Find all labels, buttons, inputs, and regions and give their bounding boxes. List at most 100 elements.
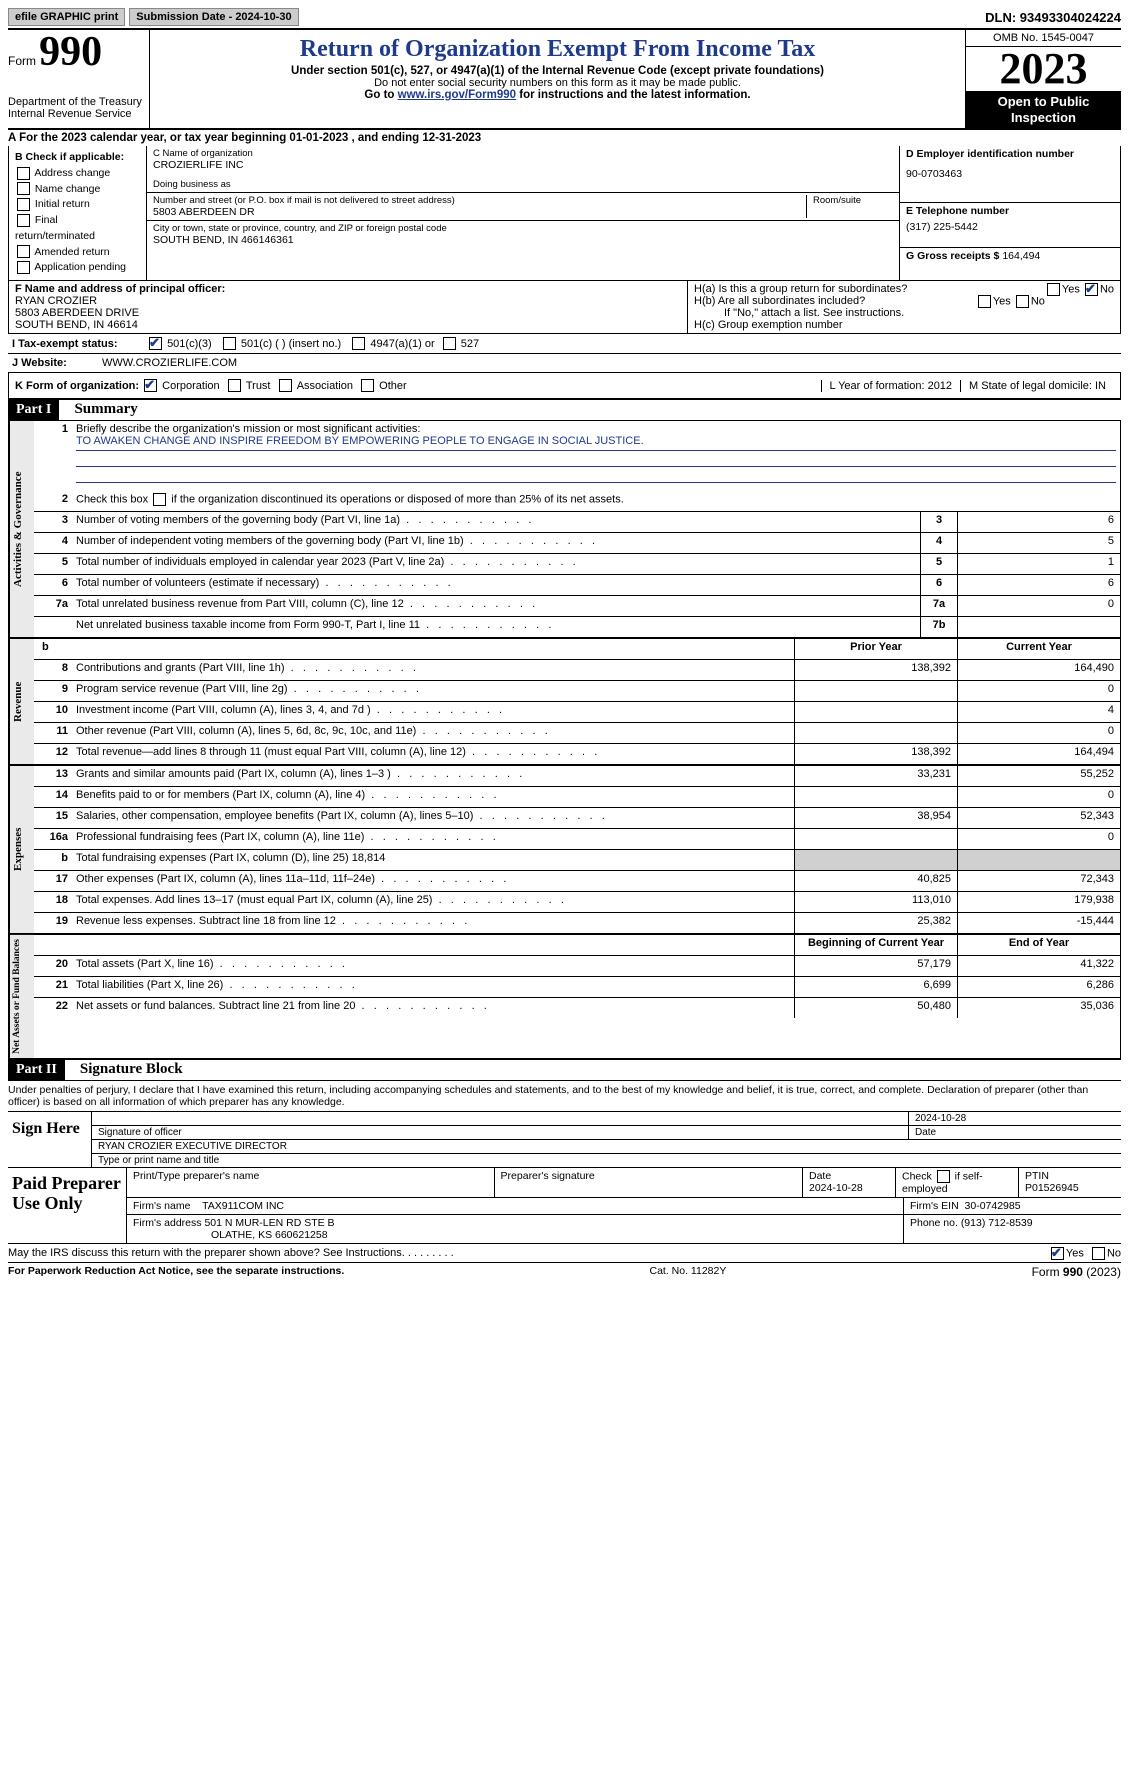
row-j-label: J Website: xyxy=(8,357,102,369)
discuss-question: May the IRS discuss this return with the… xyxy=(8,1247,454,1259)
chk-501c3[interactable] xyxy=(149,337,162,350)
h-b-note: If "No," attach a list. See instructions… xyxy=(694,307,1114,319)
row-i-label: I Tax-exempt status: xyxy=(8,338,147,350)
chk-527[interactable] xyxy=(443,337,456,350)
gross-value: 164,494 xyxy=(1002,250,1040,262)
hdr-end-year: End of Year xyxy=(957,935,1120,955)
chk-application-pending[interactable] xyxy=(17,261,30,274)
chk-amended-return[interactable] xyxy=(17,245,30,258)
h-b: H(b) Are all subordinates included? Yes … xyxy=(694,295,1114,307)
org-name-label: C Name of organization xyxy=(153,148,893,159)
form-number: 990 xyxy=(39,29,102,75)
vlabel-governance: Activities & Governance xyxy=(9,421,34,637)
gov-line-desc: Total unrelated business revenue from Pa… xyxy=(72,596,920,616)
dept-treasury: Department of the Treasury xyxy=(8,96,143,108)
chk-address-change[interactable] xyxy=(17,167,30,180)
state-domicile: M State of legal domicile: IN xyxy=(960,380,1114,392)
exp-current: 0 xyxy=(957,787,1120,807)
na-current: 41,322 xyxy=(957,956,1120,976)
website-value: WWW.CROZIERLIFE.COM xyxy=(102,357,237,369)
org-city: SOUTH BEND, IN 466146361 xyxy=(153,234,893,246)
exp-line-desc: Total fundraising expenses (Part IX, col… xyxy=(72,850,794,870)
rev-prior: 138,392 xyxy=(794,744,957,764)
gov-line-val xyxy=(957,617,1120,637)
efile-button[interactable]: efile GRAPHIC print xyxy=(8,8,125,26)
firm-addr1: 501 N MUR-LEN RD STE B xyxy=(204,1217,334,1229)
rev-line-desc: Program service revenue (Part VIII, line… xyxy=(72,681,794,701)
ein-value: 90-0703463 xyxy=(906,168,1114,180)
na-prior: 6,699 xyxy=(794,977,957,997)
na-current: 6,286 xyxy=(957,977,1120,997)
mission-text: TO AWAKEN CHANGE AND INSPIRE FREEDOM BY … xyxy=(76,435,1116,451)
open-to-public: Open to PublicInspection xyxy=(966,91,1121,128)
chk-hb-yes[interactable] xyxy=(978,295,991,308)
vlabel-revenue: Revenue xyxy=(9,639,34,764)
exp-line-desc: Professional fundraising fees (Part IX, … xyxy=(72,829,794,849)
na-line-desc: Total assets (Part X, line 16) xyxy=(72,956,794,976)
firm-phone: (913) 712-8539 xyxy=(961,1217,1033,1229)
gov-line-val: 6 xyxy=(957,575,1120,595)
sig-date-label: Date xyxy=(909,1126,1121,1139)
type-print-label: Type or print name and title xyxy=(92,1154,1121,1167)
chk-discontinued[interactable] xyxy=(153,493,166,506)
chk-final-return[interactable] xyxy=(17,214,30,227)
chk-trust[interactable] xyxy=(228,379,241,392)
rev-line-desc: Contributions and grants (Part VIII, lin… xyxy=(72,660,794,680)
rev-current: 164,494 xyxy=(957,744,1120,764)
gov-line-val: 5 xyxy=(957,533,1120,553)
na-prior: 57,179 xyxy=(794,956,957,976)
ein-label: D Employer identification number xyxy=(906,148,1114,160)
exp-prior: 40,825 xyxy=(794,871,957,891)
vlabel-expenses: Expenses xyxy=(9,766,34,933)
gov-line-desc: Number of independent voting members of … xyxy=(72,533,920,553)
chk-self-employed[interactable] xyxy=(937,1170,950,1183)
firm-addr2: OLATHE, KS 660621258 xyxy=(133,1229,328,1241)
rev-line-desc: Investment income (Part VIII, column (A)… xyxy=(72,702,794,722)
chk-name-change[interactable] xyxy=(17,182,30,195)
rev-prior xyxy=(794,702,957,722)
chk-assoc[interactable] xyxy=(279,379,292,392)
chk-corp[interactable] xyxy=(144,379,157,392)
chk-initial-return[interactable] xyxy=(17,198,30,211)
irs-link[interactable]: www.irs.gov/Form990 xyxy=(398,89,516,101)
chk-discuss-no[interactable] xyxy=(1092,1247,1105,1260)
addr-label: Number and street (or P.O. box if mail i… xyxy=(153,195,800,206)
city-label: City or town, state or province, country… xyxy=(153,223,893,234)
sign-here-label: Sign Here xyxy=(8,1112,91,1167)
exp-prior: 33,231 xyxy=(794,766,957,786)
exp-current: 55,252 xyxy=(957,766,1120,786)
exp-prior: 38,954 xyxy=(794,808,957,828)
chk-ha-no[interactable] xyxy=(1085,283,1098,296)
org-address: 5803 ABERDEEN DR xyxy=(153,206,800,218)
footer-cat: Cat. No. 11282Y xyxy=(650,1265,727,1279)
exp-prior: 113,010 xyxy=(794,892,957,912)
exp-prior xyxy=(794,787,957,807)
org-name: CROZIERLIFE INC xyxy=(153,159,893,171)
dba-label: Doing business as xyxy=(153,179,893,190)
form-label: Form xyxy=(8,54,36,68)
mission-label: Briefly describe the organization's miss… xyxy=(76,423,1116,435)
chk-hb-no[interactable] xyxy=(1016,295,1029,308)
form-subtitle-2: Do not enter social security numbers on … xyxy=(156,77,959,89)
chk-ha-yes[interactable] xyxy=(1047,283,1060,296)
chk-4947[interactable] xyxy=(352,337,365,350)
paid-preparer-label: Paid Preparer Use Only xyxy=(8,1168,126,1243)
chk-other[interactable] xyxy=(361,379,374,392)
tax-year: 2023 xyxy=(966,47,1121,91)
top-bar: efile GRAPHIC print Submission Date - 20… xyxy=(8,8,1121,30)
exp-current: -15,444 xyxy=(957,913,1120,933)
exp-prior xyxy=(794,829,957,849)
row-a-tax-year: A For the 2023 calendar year, or tax yea… xyxy=(8,130,1121,146)
gov-line-val: 0 xyxy=(957,596,1120,616)
rev-prior xyxy=(794,723,957,743)
na-current: 35,036 xyxy=(957,998,1120,1018)
rev-prior: 138,392 xyxy=(794,660,957,680)
exp-line-desc: Other expenses (Part IX, column (A), lin… xyxy=(72,871,794,891)
gov-line-desc: Number of voting members of the governin… xyxy=(72,512,920,532)
chk-discuss-yes[interactable] xyxy=(1051,1247,1064,1260)
footer-form: Form 990 (2023) xyxy=(1032,1265,1121,1279)
hdr-begin-year: Beginning of Current Year xyxy=(794,935,957,955)
submission-button[interactable]: Submission Date - 2024-10-30 xyxy=(129,8,298,26)
room-label: Room/suite xyxy=(813,195,893,206)
chk-501c[interactable] xyxy=(223,337,236,350)
